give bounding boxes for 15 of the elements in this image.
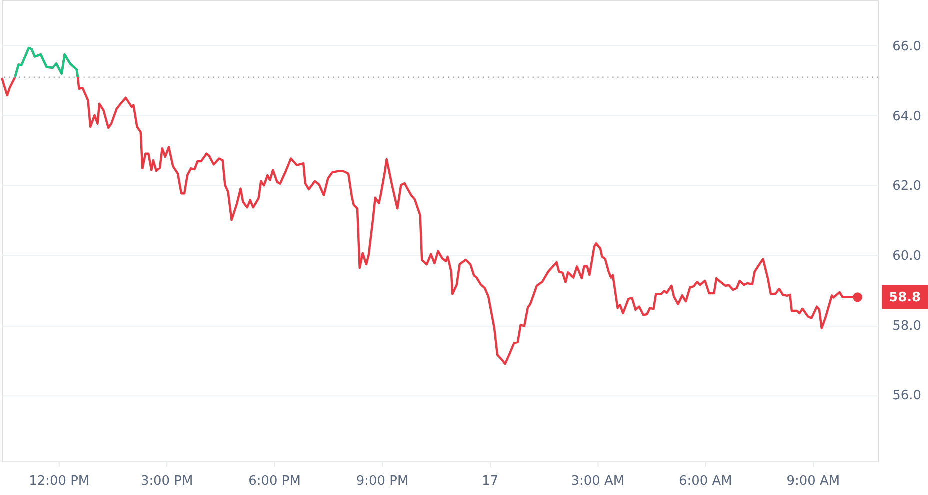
x-tick-label: 3:00 PM <box>140 474 194 489</box>
x-tick-label: 17 <box>482 474 498 489</box>
x-tick-label: 6:00 PM <box>248 474 301 489</box>
y-tick-label: 66.0 <box>892 39 922 54</box>
y-tick-label: 64.0 <box>892 109 922 124</box>
y-tick-label: 60.0 <box>892 248 922 264</box>
y-tick-label: 58.0 <box>892 318 922 334</box>
x-tick-label: 9:00 PM <box>356 474 409 489</box>
x-tick-label: 3:00 AM <box>571 474 625 489</box>
x-tick-label: 12:00 PM <box>29 474 90 489</box>
y-tick-label: 56.0 <box>892 388 922 404</box>
annotation: 58.8 <box>889 290 922 306</box>
x-tick-label: 9:00 AM <box>786 474 840 489</box>
y-tick-label: 62.0 <box>892 179 922 194</box>
x-tick-label: 6:00 AM <box>679 474 732 489</box>
